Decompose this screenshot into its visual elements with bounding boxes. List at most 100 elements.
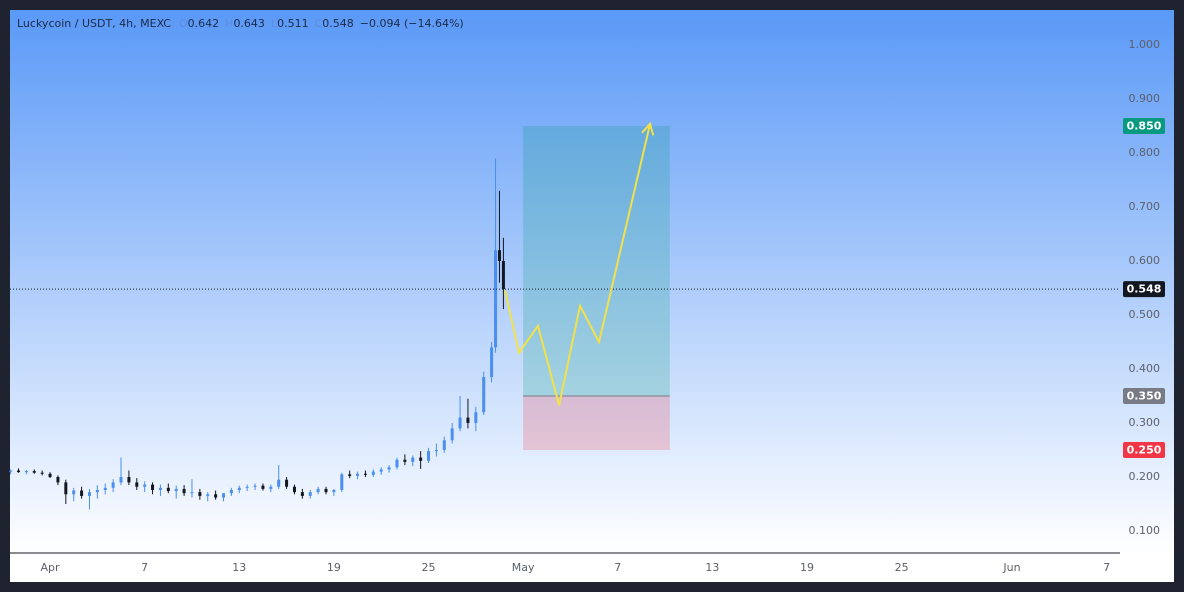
candle-body bbox=[151, 484, 155, 490]
candle-body bbox=[40, 472, 44, 474]
candle-body bbox=[348, 474, 352, 476]
candle-body bbox=[324, 488, 328, 493]
x-tick-label: 7 bbox=[141, 561, 148, 574]
candle-body bbox=[214, 494, 218, 498]
candle-body bbox=[111, 482, 115, 488]
candle-body bbox=[474, 412, 478, 424]
y-tick-label: 1.000 bbox=[1129, 38, 1161, 51]
candle-body bbox=[434, 450, 438, 452]
candle-body bbox=[245, 486, 249, 488]
low-label: L bbox=[271, 17, 278, 30]
y-tick-label: 0.600 bbox=[1129, 254, 1161, 267]
last-price-tag bbox=[1123, 281, 1165, 298]
target-tag-label: 0.850 bbox=[1127, 119, 1162, 132]
candle-body bbox=[182, 488, 186, 494]
candle-body bbox=[17, 470, 21, 473]
x-tick-label: 19 bbox=[327, 561, 341, 574]
candle-body bbox=[387, 467, 391, 470]
candle-body bbox=[206, 494, 210, 496]
x-tick-label: 7 bbox=[1103, 561, 1110, 574]
candle-body bbox=[229, 489, 233, 494]
close-label: C bbox=[315, 17, 323, 30]
candle-body bbox=[490, 347, 494, 378]
y-tick-label: 0.300 bbox=[1129, 416, 1161, 429]
candle-body bbox=[72, 490, 76, 495]
candle-body bbox=[253, 485, 257, 487]
candle-body bbox=[222, 493, 226, 498]
y-tick-label: 0.700 bbox=[1129, 200, 1161, 213]
candle-body bbox=[501, 261, 505, 290]
loss-zone bbox=[523, 396, 670, 451]
plot-layer: 0.100 0.200 0.300 0.400 0.500 0.600 0.700 0.800… bbox=[9, 38, 1165, 574]
y-tick-label: 0.200 bbox=[1129, 470, 1161, 483]
candle-body bbox=[308, 492, 312, 496]
candle-body bbox=[466, 417, 470, 424]
candle-body bbox=[87, 492, 91, 496]
candle-body bbox=[261, 485, 265, 489]
candle-body bbox=[9, 470, 13, 472]
candle-body bbox=[340, 474, 344, 490]
y-tick-label: 0.100 bbox=[1129, 524, 1161, 537]
candle-body bbox=[198, 492, 202, 496]
time-axis-background bbox=[10, 553, 1174, 582]
candle-body bbox=[237, 487, 241, 490]
candle-body bbox=[403, 459, 407, 462]
stop-tag bbox=[1123, 442, 1165, 459]
x-tick-label: Jun bbox=[1002, 561, 1020, 574]
entry-tag bbox=[1123, 388, 1165, 405]
candle-body bbox=[158, 487, 162, 490]
candle-body bbox=[119, 477, 123, 483]
projection-line bbox=[504, 123, 652, 406]
x-tick-label: 25 bbox=[895, 561, 909, 574]
profit-zone bbox=[523, 125, 670, 397]
candle-body bbox=[143, 484, 147, 487]
x-tick-label: 13 bbox=[705, 561, 719, 574]
entry-tag-label: 0.350 bbox=[1127, 390, 1162, 403]
candle-body bbox=[411, 457, 415, 462]
x-tick-label: May bbox=[512, 561, 535, 574]
candle-body bbox=[285, 479, 289, 487]
candle-body bbox=[127, 477, 131, 483]
x-tick-label: Apr bbox=[41, 561, 61, 574]
close: 0.548 bbox=[322, 17, 354, 30]
candle-body bbox=[356, 473, 360, 476]
candle-body bbox=[56, 477, 60, 483]
candle-body bbox=[103, 487, 107, 490]
candle-body bbox=[190, 492, 194, 494]
candle-body bbox=[48, 473, 52, 478]
candle-body bbox=[135, 482, 139, 487]
open-label: O bbox=[179, 17, 188, 30]
target-tag bbox=[1123, 117, 1165, 134]
candle-body bbox=[300, 492, 304, 496]
candle-body bbox=[379, 469, 383, 472]
candle-body bbox=[363, 473, 367, 475]
candle-body bbox=[316, 488, 320, 493]
legend: Luckycoin / USDT, 4h, MEXC O0.642 H0.643 L0… bbox=[17, 17, 464, 30]
candle-body bbox=[497, 250, 501, 262]
last-price-tag-label: 0.548 bbox=[1127, 283, 1162, 296]
symbol: Luckycoin / USDT, 4h, MEXC bbox=[17, 17, 171, 30]
x-tick-label: 25 bbox=[422, 561, 436, 574]
open: 0.642 bbox=[188, 17, 220, 30]
candle-body bbox=[450, 428, 454, 441]
candle-body bbox=[269, 486, 273, 489]
plot-background bbox=[10, 10, 1174, 553]
x-tick-label: 7 bbox=[614, 561, 621, 574]
candle-body bbox=[458, 417, 462, 429]
candle-body bbox=[482, 377, 486, 413]
change: −0.094 (−14.64%) bbox=[360, 17, 464, 30]
high-label: H bbox=[225, 17, 233, 30]
candle-body bbox=[95, 489, 99, 493]
candle-body bbox=[166, 487, 170, 492]
candle-body bbox=[427, 451, 431, 461]
candle-body bbox=[32, 471, 36, 473]
candle-body bbox=[332, 489, 336, 493]
stop-tag-label: 0.250 bbox=[1127, 444, 1162, 457]
candle-body bbox=[395, 459, 399, 468]
candle-body bbox=[64, 482, 68, 495]
y-tick-label: 0.900 bbox=[1129, 92, 1161, 105]
candle-body bbox=[442, 440, 446, 451]
candle-body bbox=[174, 488, 178, 492]
candle-body bbox=[419, 457, 423, 461]
